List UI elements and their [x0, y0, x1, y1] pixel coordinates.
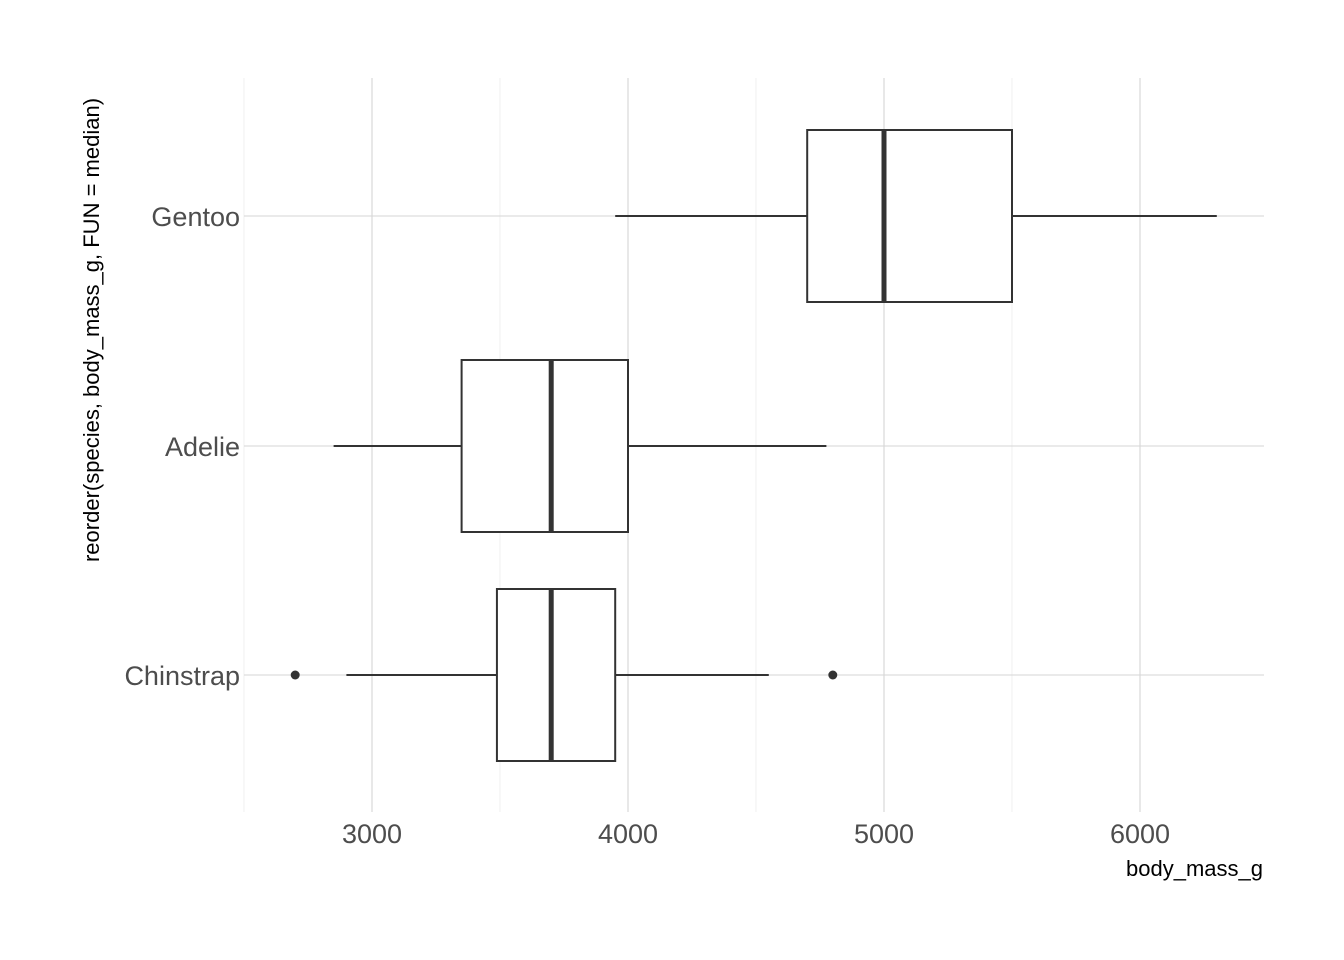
y-tick-label: Gentoo — [151, 202, 240, 232]
y-axis-title: reorder(species, body_mass_g, FUN = medi… — [79, 98, 104, 562]
boxplot-series — [290, 129, 1217, 762]
box-gentoo — [615, 129, 1217, 303]
y-tick-label: Adelie — [165, 432, 240, 462]
box-chinstrap — [290, 588, 838, 762]
outlier-point — [290, 670, 300, 680]
x-tick-label: 4000 — [598, 819, 658, 849]
x-tick-label: 3000 — [342, 819, 402, 849]
y-tick-label: Chinstrap — [124, 661, 240, 691]
iqr-box — [806, 129, 1014, 303]
y-axis-tick-labels: Chinstrap Adelie Gentoo — [124, 202, 240, 691]
x-tick-label: 5000 — [854, 819, 914, 849]
box-adelie — [333, 359, 827, 533]
x-axis-tick-labels: 3000 4000 5000 6000 — [342, 819, 1170, 849]
iqr-box — [460, 359, 629, 533]
x-tick-label: 6000 — [1110, 819, 1170, 849]
outlier-point — [828, 670, 838, 680]
x-axis-title: body_mass_g — [1126, 856, 1263, 881]
iqr-box — [495, 588, 617, 762]
